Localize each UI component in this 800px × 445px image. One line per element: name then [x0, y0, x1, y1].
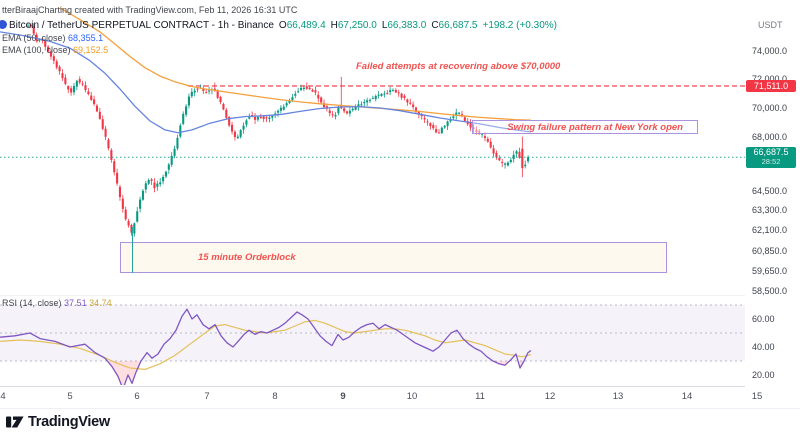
price-tick-label: 60,850.0 — [752, 245, 788, 256]
symbol-title[interactable]: Bitcoin / TetherUS PERPETUAL CONTRACT - … — [9, 20, 274, 31]
exchange-icon — [0, 20, 7, 29]
time-tick-label: 8 — [272, 391, 278, 402]
time-tick-label: 15 — [751, 391, 763, 402]
price-tick-label: 63,300.0 — [752, 205, 788, 216]
time-axis[interactable]: 4 5 6 7 8 9 10 11 12 13 14 15 — [0, 387, 800, 407]
price-tick-label: 59,650.0 — [752, 266, 788, 277]
time-tick-label: 5 — [67, 391, 73, 402]
time-axis-separator — [0, 386, 800, 387]
rsi-label: RSI (14, close) — [2, 298, 62, 308]
bar-countdown: 28:52 — [761, 156, 781, 166]
change-value: +198.2 (+0.30%) — [482, 20, 557, 31]
price-tick-label: 72,000.0 — [752, 73, 788, 84]
ema50-label: EMA (50, close) — [2, 33, 66, 43]
annotation-orderblock-box[interactable]: 15 minute Orderblock — [120, 242, 667, 273]
price-tick-label: 70,000.0 — [752, 102, 788, 113]
ema50-value: 68,355.1 — [68, 33, 104, 43]
annotation-swing-failure-box[interactable]: Swing failure pattern at New York open — [472, 120, 698, 134]
price-tick-label: 58,500.0 — [752, 286, 788, 296]
price-tick-label: 68,000.0 — [752, 132, 788, 143]
bottom-separator — [0, 408, 800, 409]
time-tick-label: 10 — [406, 391, 418, 402]
annotation-orderblock-text: 15 minute Orderblock — [198, 252, 296, 263]
rsi-ma-value: 34.74 — [89, 298, 112, 308]
watermark: tterBiraajCharting created with TradingV… — [2, 5, 298, 15]
annotation-swing-failure-text: Swing failure pattern at New York open — [507, 122, 683, 133]
time-tick-label: 13 — [612, 391, 624, 402]
low-label: L — [381, 20, 388, 31]
pane-separator[interactable] — [0, 295, 745, 296]
high-value: 67,250.0 — [337, 20, 377, 31]
annotation-failed-attempts[interactable]: Failed attempts at recovering above $70,… — [356, 61, 561, 72]
price-axis-currency: USDT — [758, 20, 783, 30]
time-tick-label: 14 — [681, 391, 693, 402]
rsi-tick-label: 20.00 — [752, 370, 775, 380]
price-axis[interactable]: USDT 74,000.0 72,000.0 70,000.0 68,000.0 64,… — [745, 0, 800, 408]
open-value: 66,489.4 — [286, 20, 326, 31]
symbol-legend[interactable]: Bitcoin / TetherUS PERPETUAL CONTRACT - … — [0, 20, 557, 31]
tradingview-logo-text: TradingView — [28, 414, 110, 430]
rsi-tick-label: 60.00 — [752, 314, 775, 324]
time-tick-label: 4 — [0, 391, 6, 402]
resistance-price-label: 71,511.0 — [746, 79, 796, 92]
time-tick-label: 6 — [134, 391, 140, 402]
price-tick-label: 62,100.0 — [752, 225, 788, 236]
rsi-tick-label: 40.00 — [752, 342, 775, 352]
last-price-value: 66,687.5 — [753, 146, 789, 157]
high-label: H — [330, 20, 338, 31]
price-tick-label: 64,500.0 — [752, 186, 788, 197]
last-price-label: 66,687.5 28:52 — [746, 146, 796, 168]
tradingview-logo-icon — [6, 416, 24, 428]
time-tick-label: 9 — [340, 391, 346, 402]
vertical-line-drawing[interactable] — [132, 227, 133, 273]
ema100-value: 69,152.5 — [73, 45, 109, 55]
ema100-legend[interactable]: EMA (100, close) 69,152.5 — [2, 45, 108, 55]
ema50-legend[interactable]: EMA (50, close) 68,355.1 — [2, 33, 103, 43]
open-label: O — [278, 20, 287, 31]
close-value: 66,687.5 — [438, 20, 478, 31]
close-label: C — [431, 20, 439, 31]
rsi-value: 37.51 — [64, 298, 87, 308]
tradingview-logo[interactable]: TradingView — [6, 414, 110, 430]
price-tick-label: 74,000.0 — [752, 46, 788, 56]
ema100-label: EMA (100, close) — [2, 45, 71, 55]
low-value: 66,383.0 — [387, 20, 427, 31]
time-tick-label: 7 — [204, 391, 210, 402]
time-tick-label: 12 — [544, 391, 556, 402]
rsi-legend[interactable]: RSI (14, close) 37.51 34.74 — [2, 298, 112, 308]
time-tick-label: 11 — [475, 391, 485, 402]
